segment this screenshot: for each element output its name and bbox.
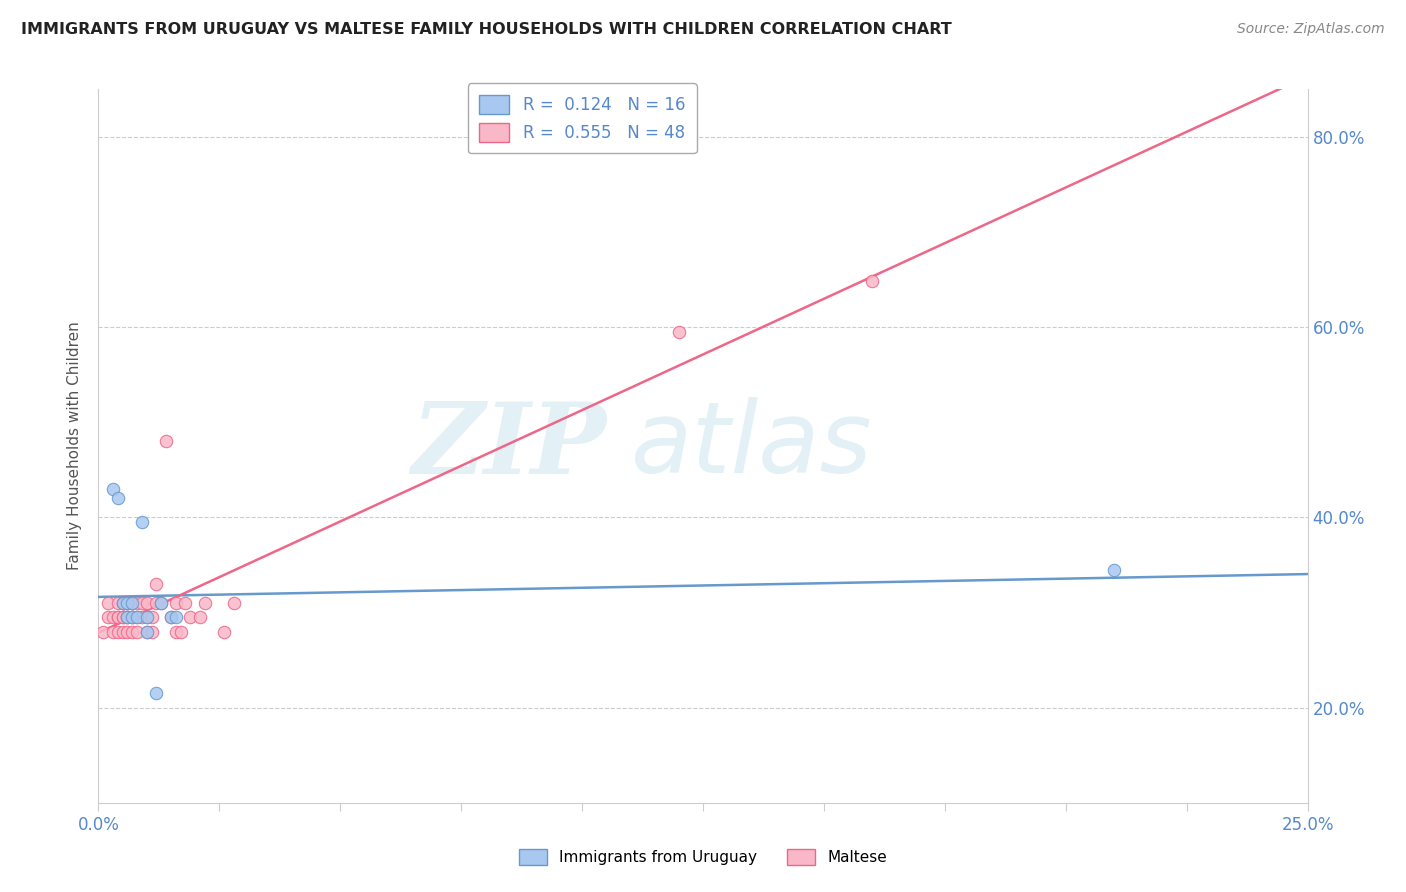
- Point: [668, 325, 690, 339]
- Y-axis label: Family Households with Children: Family Households with Children: [67, 322, 83, 570]
- Point: [101, 482, 124, 496]
- Point: [165, 610, 187, 624]
- Point: [212, 624, 235, 639]
- Point: [150, 596, 173, 610]
- Point: [141, 610, 163, 624]
- Point: [111, 610, 134, 624]
- Point: [121, 596, 143, 610]
- Point: [145, 577, 167, 591]
- Point: [145, 596, 167, 610]
- Point: [117, 610, 139, 624]
- Point: [121, 610, 143, 624]
- Point: [1102, 563, 1125, 577]
- Point: [111, 596, 134, 610]
- Point: [107, 624, 129, 639]
- Point: [141, 624, 163, 639]
- Text: atlas: atlas: [630, 398, 872, 494]
- Point: [165, 624, 187, 639]
- Point: [160, 610, 183, 624]
- Point: [145, 686, 167, 700]
- Point: [135, 624, 157, 639]
- Point: [131, 515, 153, 529]
- Text: Source: ZipAtlas.com: Source: ZipAtlas.com: [1237, 22, 1385, 37]
- Point: [194, 596, 217, 610]
- Text: IMMIGRANTS FROM URUGUAY VS MALTESE FAMILY HOUSEHOLDS WITH CHILDREN CORRELATION C: IMMIGRANTS FROM URUGUAY VS MALTESE FAMIL…: [21, 22, 952, 37]
- Point: [121, 610, 143, 624]
- Point: [169, 624, 191, 639]
- Point: [111, 596, 134, 610]
- Legend: Immigrants from Uruguay, Maltese: Immigrants from Uruguay, Maltese: [513, 843, 893, 871]
- Legend: R =  0.124   N = 16, R =  0.555   N = 48: R = 0.124 N = 16, R = 0.555 N = 48: [468, 83, 696, 153]
- Point: [135, 596, 157, 610]
- Point: [107, 610, 129, 624]
- Point: [117, 610, 139, 624]
- Point: [121, 610, 143, 624]
- Point: [127, 610, 149, 624]
- Point: [127, 610, 149, 624]
- Point: [111, 596, 134, 610]
- Text: ZIP: ZIP: [412, 398, 606, 494]
- Point: [135, 610, 157, 624]
- Point: [117, 610, 139, 624]
- Point: [188, 610, 211, 624]
- Point: [97, 596, 120, 610]
- Point: [155, 434, 177, 449]
- Point: [127, 596, 149, 610]
- Point: [117, 596, 139, 610]
- Point: [111, 624, 134, 639]
- Point: [107, 491, 129, 506]
- Point: [111, 610, 134, 624]
- Point: [160, 610, 183, 624]
- Point: [131, 596, 153, 610]
- Point: [131, 610, 153, 624]
- Point: [91, 624, 114, 639]
- Point: [127, 624, 149, 639]
- Point: [135, 624, 157, 639]
- Point: [107, 610, 129, 624]
- Point: [101, 624, 124, 639]
- Point: [107, 596, 129, 610]
- Point: [97, 610, 120, 624]
- Point: [222, 596, 245, 610]
- Point: [121, 596, 143, 610]
- Point: [117, 596, 139, 610]
- Point: [150, 596, 173, 610]
- Point: [135, 610, 157, 624]
- Point: [101, 610, 124, 624]
- Point: [860, 274, 883, 288]
- Point: [121, 624, 143, 639]
- Point: [165, 596, 187, 610]
- Point: [117, 624, 139, 639]
- Point: [174, 596, 197, 610]
- Point: [179, 610, 201, 624]
